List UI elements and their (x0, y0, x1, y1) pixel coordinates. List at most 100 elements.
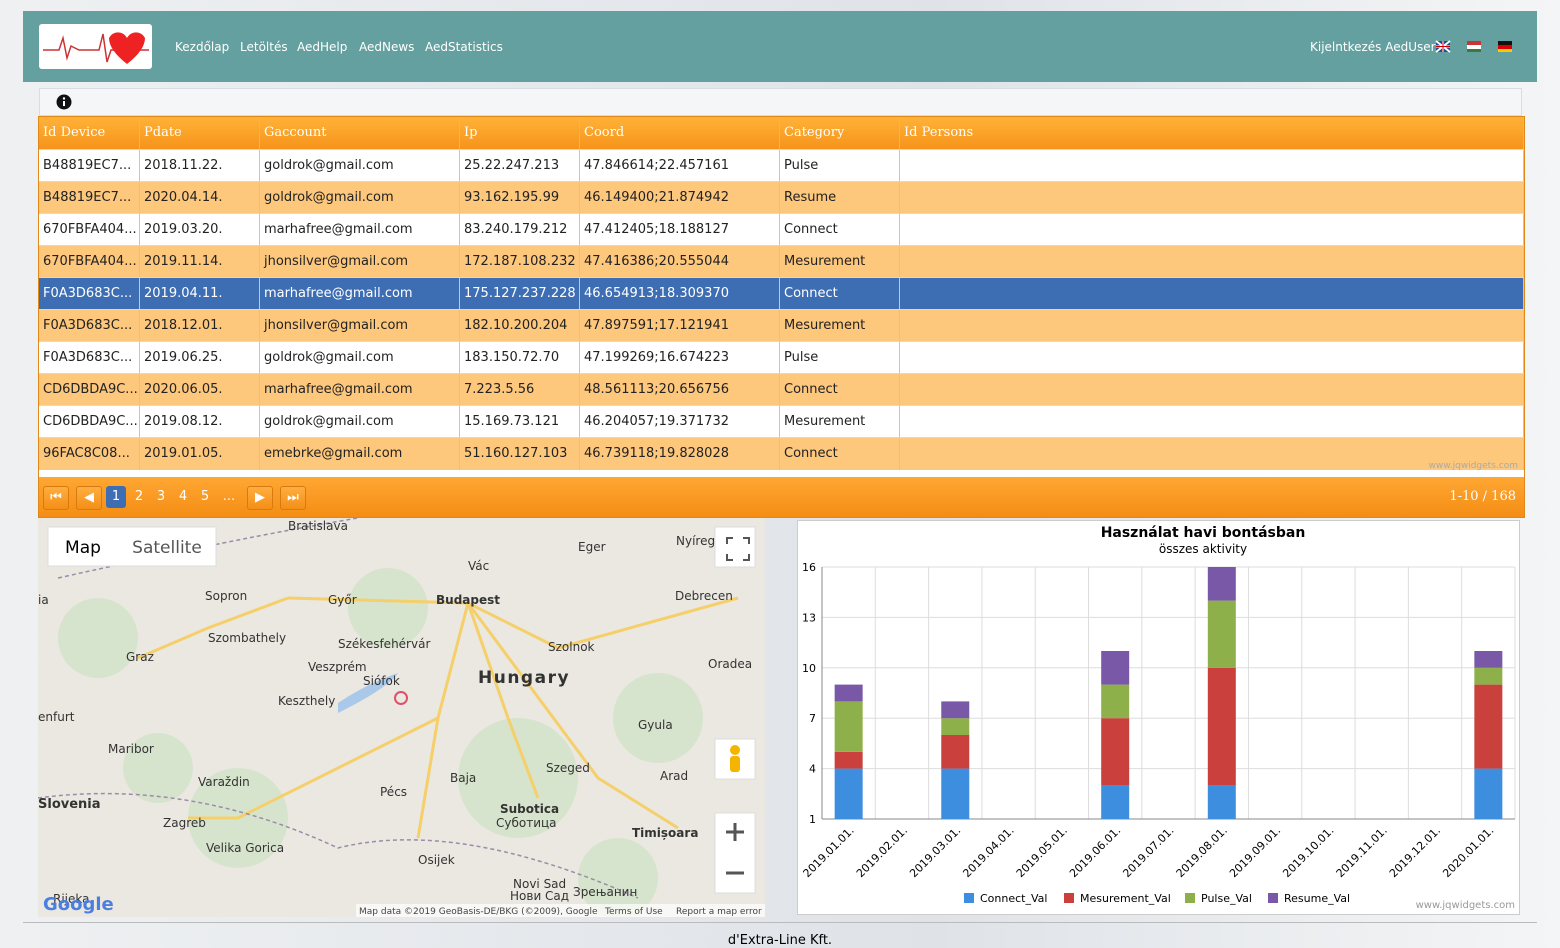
table-cell: marhafree@gmail.com (260, 214, 460, 246)
footer: d'Extra-Line Kft. (23, 922, 1537, 948)
page-number[interactable]: 3 (156, 489, 166, 504)
logo-art (43, 32, 149, 64)
table-cell (900, 374, 1524, 406)
attribution-bg (356, 904, 765, 917)
flags[interactable] (1428, 39, 1518, 55)
table-cell: 2020.04.14. (140, 182, 260, 214)
map-label: Vác (468, 559, 489, 573)
logo[interactable] (39, 24, 152, 69)
pager-button[interactable]: ▶ (247, 486, 273, 510)
map-label: Baja (450, 771, 476, 785)
map-label: Veszprém (308, 660, 367, 674)
map-label: Varaždin (198, 775, 250, 789)
y-tick-label: 10 (802, 662, 816, 675)
map-label: Slovenia (38, 797, 101, 812)
table-cell: marhafree@gmail.com (260, 278, 460, 310)
map-label: Oradea (708, 657, 752, 671)
table-cell: Pulse (780, 342, 900, 374)
legend-swatch (1064, 893, 1074, 903)
table-cell: 2019.11.14. (140, 246, 260, 278)
map-label: Debrecen (675, 589, 733, 603)
page-number[interactable]: 1 (106, 486, 126, 508)
page-number[interactable]: ... (222, 489, 236, 504)
map-label: Székesfehérvár (338, 637, 430, 651)
bar-segment (1474, 768, 1503, 819)
table-row[interactable]: F0A3D683C... 2019.04.11. marhafree@gmail.c… (39, 277, 1524, 310)
bar-segment (941, 718, 970, 735)
table-cell (900, 406, 1524, 438)
map-tab[interactable]: Satellite (132, 538, 202, 558)
column-header: Id Persons (900, 117, 1524, 149)
nav-link[interactable]: AedStatistics (425, 40, 503, 54)
table-row[interactable]: CD6DBDA9C... 2020.06.05. marhafree@gmail.c… (39, 373, 1524, 406)
pager-button[interactable]: ⏭ (280, 486, 306, 510)
nav-link[interactable]: Kezdőlap (175, 40, 230, 54)
navbar: Kezdőlap Letöltés AedHelp AedNews AedSta… (23, 11, 1537, 82)
table-row[interactable]: 96FAC8C08... 2019.01.05. emebrke@gmail.com… (39, 437, 1524, 470)
table-cell (900, 214, 1524, 246)
page-number[interactable]: 5 (200, 489, 210, 504)
map-tab[interactable]: Map (65, 538, 101, 558)
table-cell (900, 246, 1524, 278)
table-cell: F0A3D683C... (39, 278, 140, 310)
map-label: ia (38, 593, 49, 607)
table-cell: 670FBFA404... (39, 246, 140, 278)
nav-link[interactable]: Letöltés (240, 40, 288, 54)
table-cell: 25.22.247.213 (460, 150, 580, 182)
table-cell: 2018.11.22. (140, 150, 260, 182)
table-row[interactable]: B48819EC7... 2018.11.22. goldrok@gmail.com… (39, 149, 1524, 182)
logout-link[interactable]: Kijelntkezés AedUser (1310, 40, 1436, 54)
map-label: Subotica (500, 802, 559, 816)
info-icon[interactable] (56, 94, 72, 110)
table-row[interactable]: CD6DBDA9C... 2019.08.12. goldrok@gmail.com… (39, 405, 1524, 438)
map-type-box (47, 526, 217, 567)
table-cell: 172.187.108.232 (460, 246, 580, 278)
table-cell: 175.127.237.228 (460, 278, 580, 310)
map-label: Keszthely (278, 694, 335, 708)
table-cell (900, 438, 1524, 470)
table-cell: F0A3D683C... (39, 342, 140, 374)
map-label: Szeged (546, 761, 590, 775)
map-label: Szombathely (208, 631, 286, 645)
bar-segment (834, 768, 863, 819)
map[interactable]: Bratislava Vác Győr Budapest Debrecen Sopron S… (38, 518, 765, 917)
map-label: Суботица (496, 816, 557, 830)
terms-link[interactable]: Terms of Use (604, 907, 663, 917)
table-cell: Connect (780, 278, 900, 310)
pager-button[interactable]: ◀ (76, 486, 102, 510)
table-cell: 47.416386;20.555044 (580, 246, 780, 278)
map-control[interactable] (714, 812, 756, 894)
map-label: Nyíregy (676, 534, 722, 548)
bar-segment (941, 768, 970, 819)
nav-link[interactable]: AedHelp (297, 40, 348, 54)
page-number[interactable]: 2 (134, 489, 144, 504)
table-row[interactable]: 670FBFA404... 2019.11.14. jhonsilver@gmail… (39, 245, 1524, 278)
table-cell: 2019.01.05. (140, 438, 260, 470)
table-cell: Connect (780, 374, 900, 406)
map-label: Maribor (108, 742, 154, 756)
table-cell: Connect (780, 214, 900, 246)
report-link[interactable]: Report a map error (676, 907, 762, 917)
table-row[interactable]: 670FBFA404... 2019.03.20. marhafree@gmail.… (39, 213, 1524, 246)
watermark: www.jqwidgets.com (1428, 461, 1518, 471)
table-row[interactable]: B48819EC7... 2020.04.14. goldrok@gmail.com… (39, 181, 1524, 214)
map-label: Rijeka (53, 892, 89, 906)
table-cell: 2019.08.12. (140, 406, 260, 438)
table-cell (900, 278, 1524, 310)
table-cell: 47.412405;18.188127 (580, 214, 780, 246)
bar-segment (1101, 684, 1130, 719)
page-number[interactable]: 4 (178, 489, 188, 504)
pager-button[interactable]: ⏮ (43, 486, 69, 510)
table-row[interactable]: F0A3D683C... 2018.12.01. jhonsilver@gmail.… (39, 309, 1524, 342)
table-row[interactable]: F0A3D683C... 2019.06.25. goldrok@gmail.com… (39, 341, 1524, 374)
road (466, 602, 540, 799)
table-cell: 83.240.179.212 (460, 214, 580, 246)
table-cell: goldrok@gmail.com (260, 150, 460, 182)
y-tick-label: 7 (809, 712, 816, 725)
forest (123, 733, 193, 803)
nav-link[interactable]: AedNews (359, 40, 415, 54)
map-label: Osijek (418, 853, 455, 867)
column-header: Gaccount (260, 117, 460, 149)
column-header: Category (780, 117, 900, 149)
